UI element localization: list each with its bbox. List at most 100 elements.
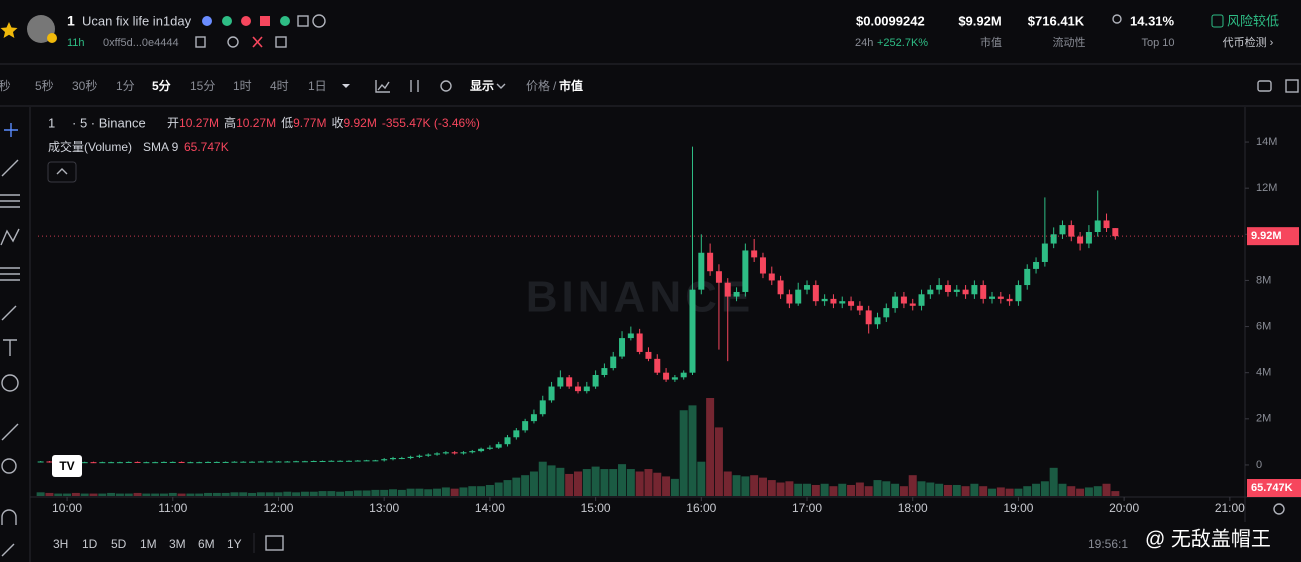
range-button[interactable]: 5D [111,537,127,551]
volume-bar [538,461,547,496]
axis-settings[interactable] [1273,503,1285,515]
volume-bar [785,481,794,496]
volume-bar [239,492,248,496]
candle-body [205,461,212,463]
range-button[interactable]: 6M [198,537,215,551]
text-tool[interactable] [3,339,17,356]
candle-body [530,414,537,422]
volume-bar [653,472,662,496]
mcap-toggle[interactable]: 市值 [559,78,583,93]
market-cap-label: 市值 [980,35,1002,49]
price-toggle[interactable]: 价格 [526,78,550,93]
risk-level[interactable]: 风险较低 [1227,13,1279,28]
candle-body [301,461,308,463]
pattern-tool[interactable] [0,228,20,246]
settings-button[interactable] [440,80,452,92]
magnet-tool[interactable] [1,509,17,525]
interval-button[interactable]: 15分 [190,79,215,93]
social-icons[interactable] [202,14,326,28]
candle-body [865,310,872,325]
volume-bar [556,467,565,496]
interval-button[interactable]: 5分 [152,78,171,93]
candle-body [1059,225,1066,235]
range-button[interactable]: 3H [53,537,68,551]
candle-body [1077,236,1084,244]
volume-bar [397,489,406,496]
trendline-tool[interactable] [1,159,19,177]
range-button[interactable]: 1Y [227,537,242,551]
candle-body [310,461,317,463]
volume-bar [107,492,116,496]
volume-label: 成交量(Volume) [48,139,132,154]
zoom-tool[interactable] [1,458,17,474]
interval-button[interactable]: 1日 [308,79,327,93]
volume-bar [706,398,715,496]
volume-bar [133,492,142,496]
candle-body [231,461,238,463]
candle-body [442,452,449,454]
volume-bar [1023,486,1032,496]
interval-button[interactable]: 4时 [270,79,289,93]
emoji-tool[interactable] [1,374,19,392]
risk-label[interactable]: 代币检测 › [1223,35,1274,49]
lock-tool[interactable] [1,543,15,557]
volume-bar [521,475,530,496]
range-button[interactable]: 3M [169,537,186,551]
more-intervals[interactable] [342,84,350,88]
volume-bar [714,427,723,496]
volume-bar [943,484,952,496]
indicators-button[interactable] [375,80,390,93]
candle-body [654,358,661,373]
candle-body [196,462,203,464]
projection-tool[interactable] [0,267,20,281]
candle-body [390,458,396,460]
volume-bar [776,482,785,496]
legend-high: 10.27M [236,116,276,130]
date-range-button[interactable] [265,535,284,551]
search-button[interactable] [227,36,239,48]
y-tick-label: 12M [1256,182,1277,194]
x-tick-label: 21:00 [1215,501,1245,515]
volume-bar [89,493,98,496]
interval-button[interactable]: 5秒 [35,79,54,93]
share-button[interactable] [275,36,287,48]
interval-button[interactable]: 1分 [116,79,135,93]
candle-body [971,285,978,295]
chart-type-button[interactable] [410,80,419,92]
candle-body [989,296,996,299]
brush-tool[interactable] [1,305,17,321]
fib-tool[interactable] [0,194,20,208]
candle-body [99,462,106,464]
candle-body [883,308,890,318]
volume-bar [803,483,812,496]
crosshair-tool[interactable] [4,123,18,137]
range-button[interactable]: 1D [82,537,98,551]
candle-body [372,460,379,462]
display-caret [496,83,506,89]
interval-button[interactable]: 1秒 [0,79,11,93]
collapse-button[interactable] [47,161,77,183]
interval-button[interactable]: 30秒 [72,79,97,93]
range-button[interactable]: 1M [140,537,157,551]
measure-tool[interactable] [1,423,19,441]
change-value: +252.7K% [877,37,928,49]
volume-bar [142,493,151,496]
candle-body [627,333,634,339]
x-tick-label: 10:00 [52,501,82,515]
favorite-star[interactable] [0,22,18,38]
volume-bar [344,491,353,496]
volume-bar [626,469,635,496]
display-menu[interactable]: 显示 [470,79,494,93]
volume-bar [230,492,239,496]
volume-bar [36,492,45,496]
last-price-tag [1247,227,1299,246]
candle-body [909,303,916,306]
interval-button[interactable]: 1时 [233,79,252,93]
snapshot-button[interactable] [1257,80,1272,92]
candle-body [944,285,951,292]
copy-button[interactable] [195,36,206,48]
volume-bar [1058,483,1067,496]
fullscreen-button[interactable] [1285,79,1299,93]
x-button[interactable] [252,36,263,48]
